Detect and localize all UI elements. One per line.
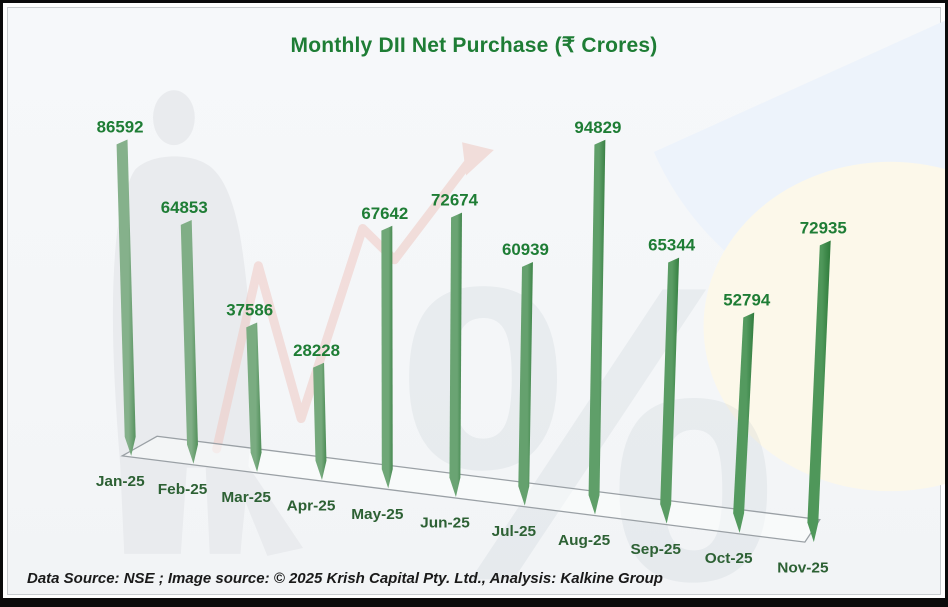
bar-mar-25 [246,322,262,472]
bar-value-label: 28228 [293,341,340,360]
x-axis-label: Mar-25 [221,489,271,506]
bar-nov-25 [807,240,831,543]
bar-value-label: 37586 [226,301,273,320]
bar-value-label: 72935 [800,219,847,238]
bar-jul-25 [518,261,533,506]
bar-chart: 86592 Jan-25 64853 Feb-25 37586 Mar-25 28228 Ap… [96,118,847,577]
x-axis-label: May-25 [351,506,404,523]
x-axis-label: Oct-25 [705,550,753,567]
x-axis-label: Jun-25 [420,514,470,531]
bar-value-label: 65344 [648,236,696,255]
bar-value-label: 86592 [97,118,144,137]
x-axis-label: Jan-25 [96,473,145,490]
bar-value-label: 72674 [431,191,479,210]
bar-oct-25 [733,312,755,533]
bar-aug-25 [588,139,606,515]
x-axis-label: Feb-25 [158,481,208,498]
upward-trend-arrow-icon [212,142,494,454]
bar-jan-25 [116,139,136,456]
x-axis-label: Sep-25 [631,541,682,558]
bar-value-label: 64853 [161,198,208,217]
bar-value-label: 60939 [502,240,549,259]
bar-may-25 [381,225,393,489]
bar-value-label: 94829 [574,118,621,137]
bar-apr-25 [313,362,327,480]
x-axis-label: Jul-25 [492,523,537,540]
source-attribution: Data Source: NSE ; Image source: © 2025 … [27,570,663,587]
x-axis-label: Aug-25 [558,532,611,549]
bar-value-label: 52794 [723,291,771,310]
bar-jun-25 [449,212,462,497]
bar-sep-25 [660,257,680,524]
chart-title: Monthly DII Net Purchase (₹ Crores) [290,34,658,57]
bar-feb-25 [180,220,198,464]
bar-value-label: 67642 [361,204,408,223]
x-axis-label: Nov-25 [777,560,829,577]
x-axis-label: Apr-25 [287,497,336,514]
